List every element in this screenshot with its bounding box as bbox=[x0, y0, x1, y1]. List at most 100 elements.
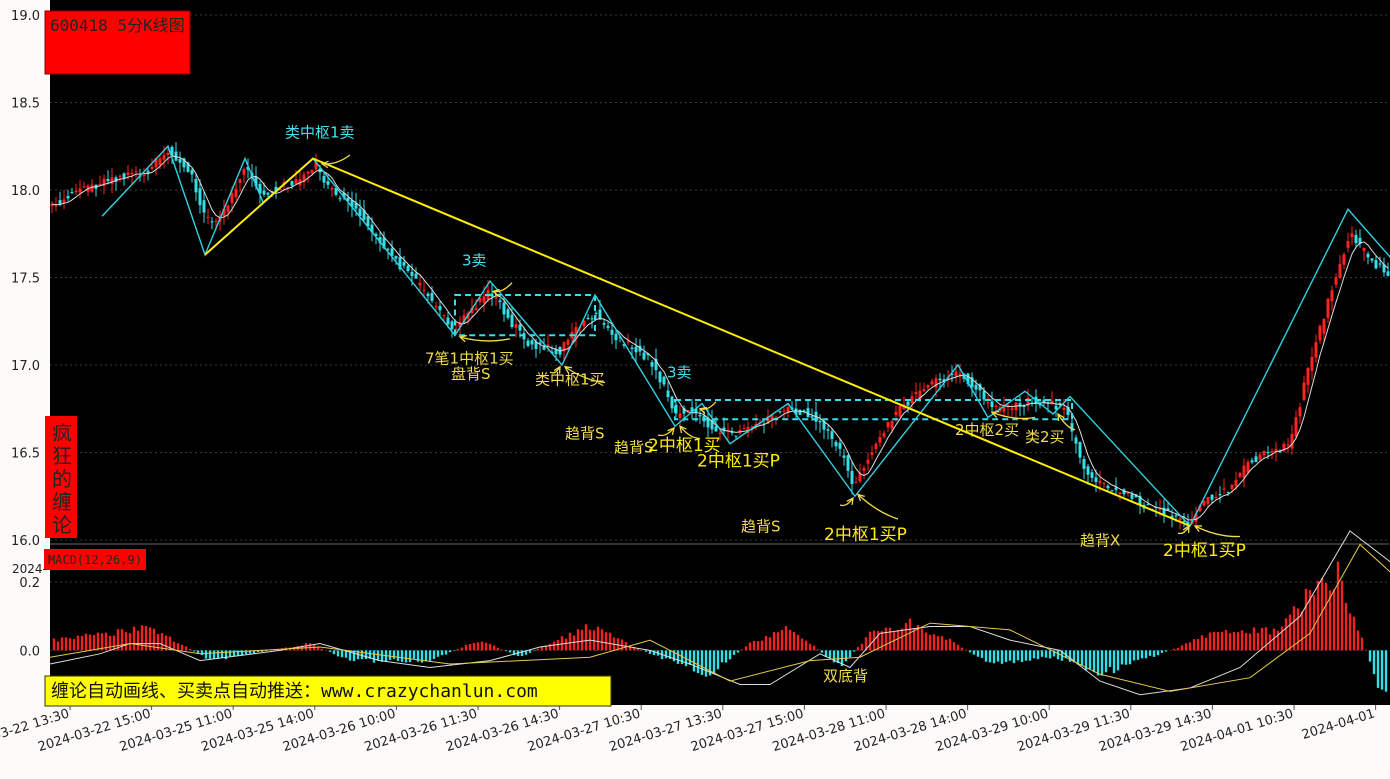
macd-bar bbox=[601, 629, 603, 650]
macd-bar bbox=[713, 650, 715, 673]
candle-body bbox=[163, 155, 166, 160]
candle-body bbox=[1367, 254, 1370, 257]
candle-body bbox=[1335, 277, 1338, 284]
candle-body bbox=[1331, 290, 1334, 301]
candle-body bbox=[1075, 438, 1078, 444]
candle-body bbox=[447, 318, 450, 325]
macd-bar bbox=[721, 650, 723, 662]
candle-body bbox=[1071, 423, 1074, 431]
macd-bar bbox=[1161, 650, 1163, 652]
candle-body bbox=[1227, 492, 1230, 493]
macd-bar bbox=[549, 644, 551, 651]
macd-bar bbox=[1001, 650, 1003, 663]
macd-bar bbox=[597, 627, 599, 651]
macd-bar bbox=[677, 650, 679, 664]
macd-bar bbox=[113, 636, 115, 651]
macd-bar bbox=[1137, 650, 1139, 659]
candle-body bbox=[83, 186, 86, 187]
macd-bar bbox=[1177, 648, 1179, 650]
candle-body bbox=[891, 421, 894, 429]
candle-body bbox=[907, 402, 910, 406]
candle-body bbox=[415, 274, 418, 279]
candle-body bbox=[831, 431, 834, 439]
macd-bar bbox=[1149, 650, 1151, 655]
macd-bar bbox=[365, 650, 367, 659]
macd-bar bbox=[1217, 632, 1219, 650]
macd-bar bbox=[109, 636, 111, 651]
macd-bar bbox=[381, 650, 383, 661]
macd-bar bbox=[777, 632, 779, 650]
macd-bar bbox=[1081, 650, 1083, 665]
candle-body bbox=[1363, 248, 1366, 251]
macd-bar bbox=[717, 650, 719, 669]
macd-bar bbox=[405, 650, 407, 662]
candle-body bbox=[1239, 473, 1242, 477]
macd-bar bbox=[965, 650, 967, 651]
macd-bar bbox=[1157, 650, 1159, 655]
macd-bar bbox=[465, 645, 467, 650]
candle-body bbox=[1371, 259, 1374, 261]
macd-bar bbox=[1317, 581, 1319, 651]
candle-body bbox=[511, 315, 514, 327]
macd-bar bbox=[945, 640, 947, 651]
annotation-label: 类2买 bbox=[1025, 428, 1065, 446]
macd-bar bbox=[705, 650, 707, 676]
candle-body bbox=[1087, 466, 1090, 474]
macd-bar bbox=[85, 634, 87, 651]
macd-bar bbox=[1185, 643, 1187, 650]
candle-body bbox=[339, 198, 342, 199]
macd-bar bbox=[1377, 650, 1379, 687]
candle-body bbox=[1299, 407, 1302, 416]
candle-body bbox=[207, 217, 210, 218]
candle-body bbox=[1079, 442, 1082, 457]
macd-bar bbox=[409, 650, 411, 662]
side-label-char: 论 bbox=[52, 513, 72, 537]
macd-bar bbox=[137, 631, 139, 651]
annotation-label: 趋背S bbox=[565, 425, 605, 443]
macd-bar bbox=[201, 650, 203, 655]
candle-body bbox=[1267, 452, 1270, 453]
macd-bar bbox=[925, 633, 927, 651]
annotation-label: 2中枢1买P bbox=[824, 525, 907, 545]
annotation-label: 类中枢1卖 bbox=[285, 124, 355, 142]
candle-body bbox=[179, 159, 182, 163]
candle-body bbox=[1083, 459, 1086, 469]
macd-bar bbox=[1025, 650, 1027, 660]
candle-body bbox=[1179, 518, 1182, 520]
macd-bar bbox=[929, 635, 931, 651]
candle-body bbox=[939, 379, 942, 381]
macd-bar bbox=[429, 650, 431, 660]
candle-body bbox=[895, 412, 898, 415]
macd-bar bbox=[1089, 650, 1091, 669]
macd-bar bbox=[457, 649, 459, 650]
candle-body bbox=[839, 443, 842, 449]
macd-bar bbox=[69, 638, 71, 650]
macd-stray-label: 2024- bbox=[12, 562, 47, 576]
candle-body bbox=[135, 171, 138, 172]
macd-bar bbox=[505, 650, 507, 651]
macd-bar bbox=[81, 636, 83, 650]
candle-body bbox=[1099, 481, 1102, 484]
candle-body bbox=[475, 308, 478, 310]
macd-bar bbox=[1189, 642, 1191, 650]
macd-bar bbox=[585, 624, 587, 650]
macd-bar bbox=[785, 626, 787, 650]
macd-bar bbox=[305, 643, 307, 650]
promo-text: 缠论自动画线、买卖点自动推送：www.crazychanlun.com bbox=[51, 681, 538, 702]
candle-body bbox=[1063, 408, 1066, 410]
macd-bar bbox=[1373, 650, 1375, 674]
macd-bar bbox=[741, 650, 743, 651]
candle-body bbox=[331, 188, 334, 189]
macd-bar bbox=[885, 628, 887, 651]
candle-body bbox=[631, 348, 634, 349]
candle-body bbox=[611, 330, 614, 335]
macd-bar bbox=[1385, 650, 1387, 691]
candle-body bbox=[607, 326, 610, 328]
macd-bar bbox=[1117, 650, 1119, 670]
macd-bar bbox=[1209, 632, 1211, 650]
candle-body bbox=[783, 411, 786, 412]
annotation-label: 盘背S bbox=[451, 365, 491, 383]
candle-body bbox=[143, 175, 146, 176]
candle-body bbox=[715, 426, 718, 431]
